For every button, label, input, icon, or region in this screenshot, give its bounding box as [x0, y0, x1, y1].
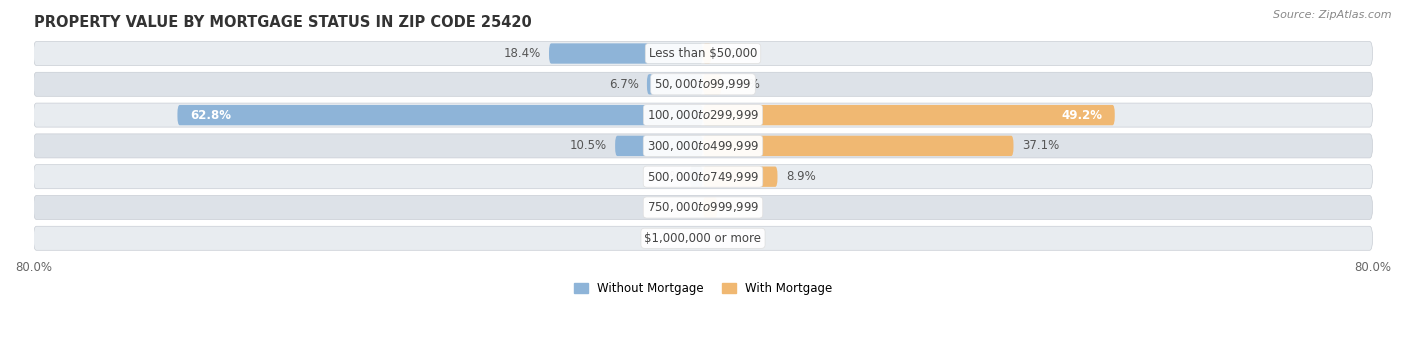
FancyBboxPatch shape — [703, 74, 721, 94]
Text: $300,000 to $499,999: $300,000 to $499,999 — [647, 139, 759, 153]
FancyBboxPatch shape — [548, 43, 703, 64]
FancyBboxPatch shape — [647, 74, 703, 94]
Text: $50,000 to $99,999: $50,000 to $99,999 — [654, 77, 752, 91]
Text: $1,000,000 or more: $1,000,000 or more — [644, 232, 762, 245]
FancyBboxPatch shape — [34, 72, 1372, 96]
FancyBboxPatch shape — [703, 43, 711, 64]
Text: 0.98%: 0.98% — [720, 47, 756, 60]
Text: 1.6%: 1.6% — [651, 170, 682, 183]
Text: 10.5%: 10.5% — [569, 139, 607, 152]
Text: Source: ZipAtlas.com: Source: ZipAtlas.com — [1274, 10, 1392, 20]
FancyBboxPatch shape — [34, 103, 1372, 127]
FancyBboxPatch shape — [703, 105, 1115, 125]
Text: 18.4%: 18.4% — [503, 47, 541, 60]
FancyBboxPatch shape — [34, 165, 1372, 189]
FancyBboxPatch shape — [34, 42, 1372, 65]
FancyBboxPatch shape — [177, 105, 703, 125]
FancyBboxPatch shape — [703, 197, 717, 218]
Legend: Without Mortgage, With Mortgage: Without Mortgage, With Mortgage — [574, 282, 832, 295]
FancyBboxPatch shape — [616, 136, 703, 156]
FancyBboxPatch shape — [34, 226, 1372, 250]
Text: Less than $50,000: Less than $50,000 — [648, 47, 758, 60]
FancyBboxPatch shape — [689, 166, 703, 187]
Text: 62.8%: 62.8% — [190, 108, 231, 122]
Text: 2.2%: 2.2% — [730, 78, 759, 91]
Text: $750,000 to $999,999: $750,000 to $999,999 — [647, 201, 759, 214]
Text: 8.9%: 8.9% — [786, 170, 815, 183]
Text: $100,000 to $299,999: $100,000 to $299,999 — [647, 108, 759, 122]
FancyBboxPatch shape — [34, 195, 1372, 220]
Text: 37.1%: 37.1% — [1022, 139, 1059, 152]
FancyBboxPatch shape — [703, 136, 1014, 156]
Text: PROPERTY VALUE BY MORTGAGE STATUS IN ZIP CODE 25420: PROPERTY VALUE BY MORTGAGE STATUS IN ZIP… — [34, 15, 531, 30]
FancyBboxPatch shape — [34, 134, 1372, 158]
FancyBboxPatch shape — [703, 166, 778, 187]
Text: 6.7%: 6.7% — [609, 78, 638, 91]
Text: $500,000 to $749,999: $500,000 to $749,999 — [647, 170, 759, 184]
Text: 1.7%: 1.7% — [725, 201, 755, 214]
Text: 49.2%: 49.2% — [1062, 108, 1102, 122]
